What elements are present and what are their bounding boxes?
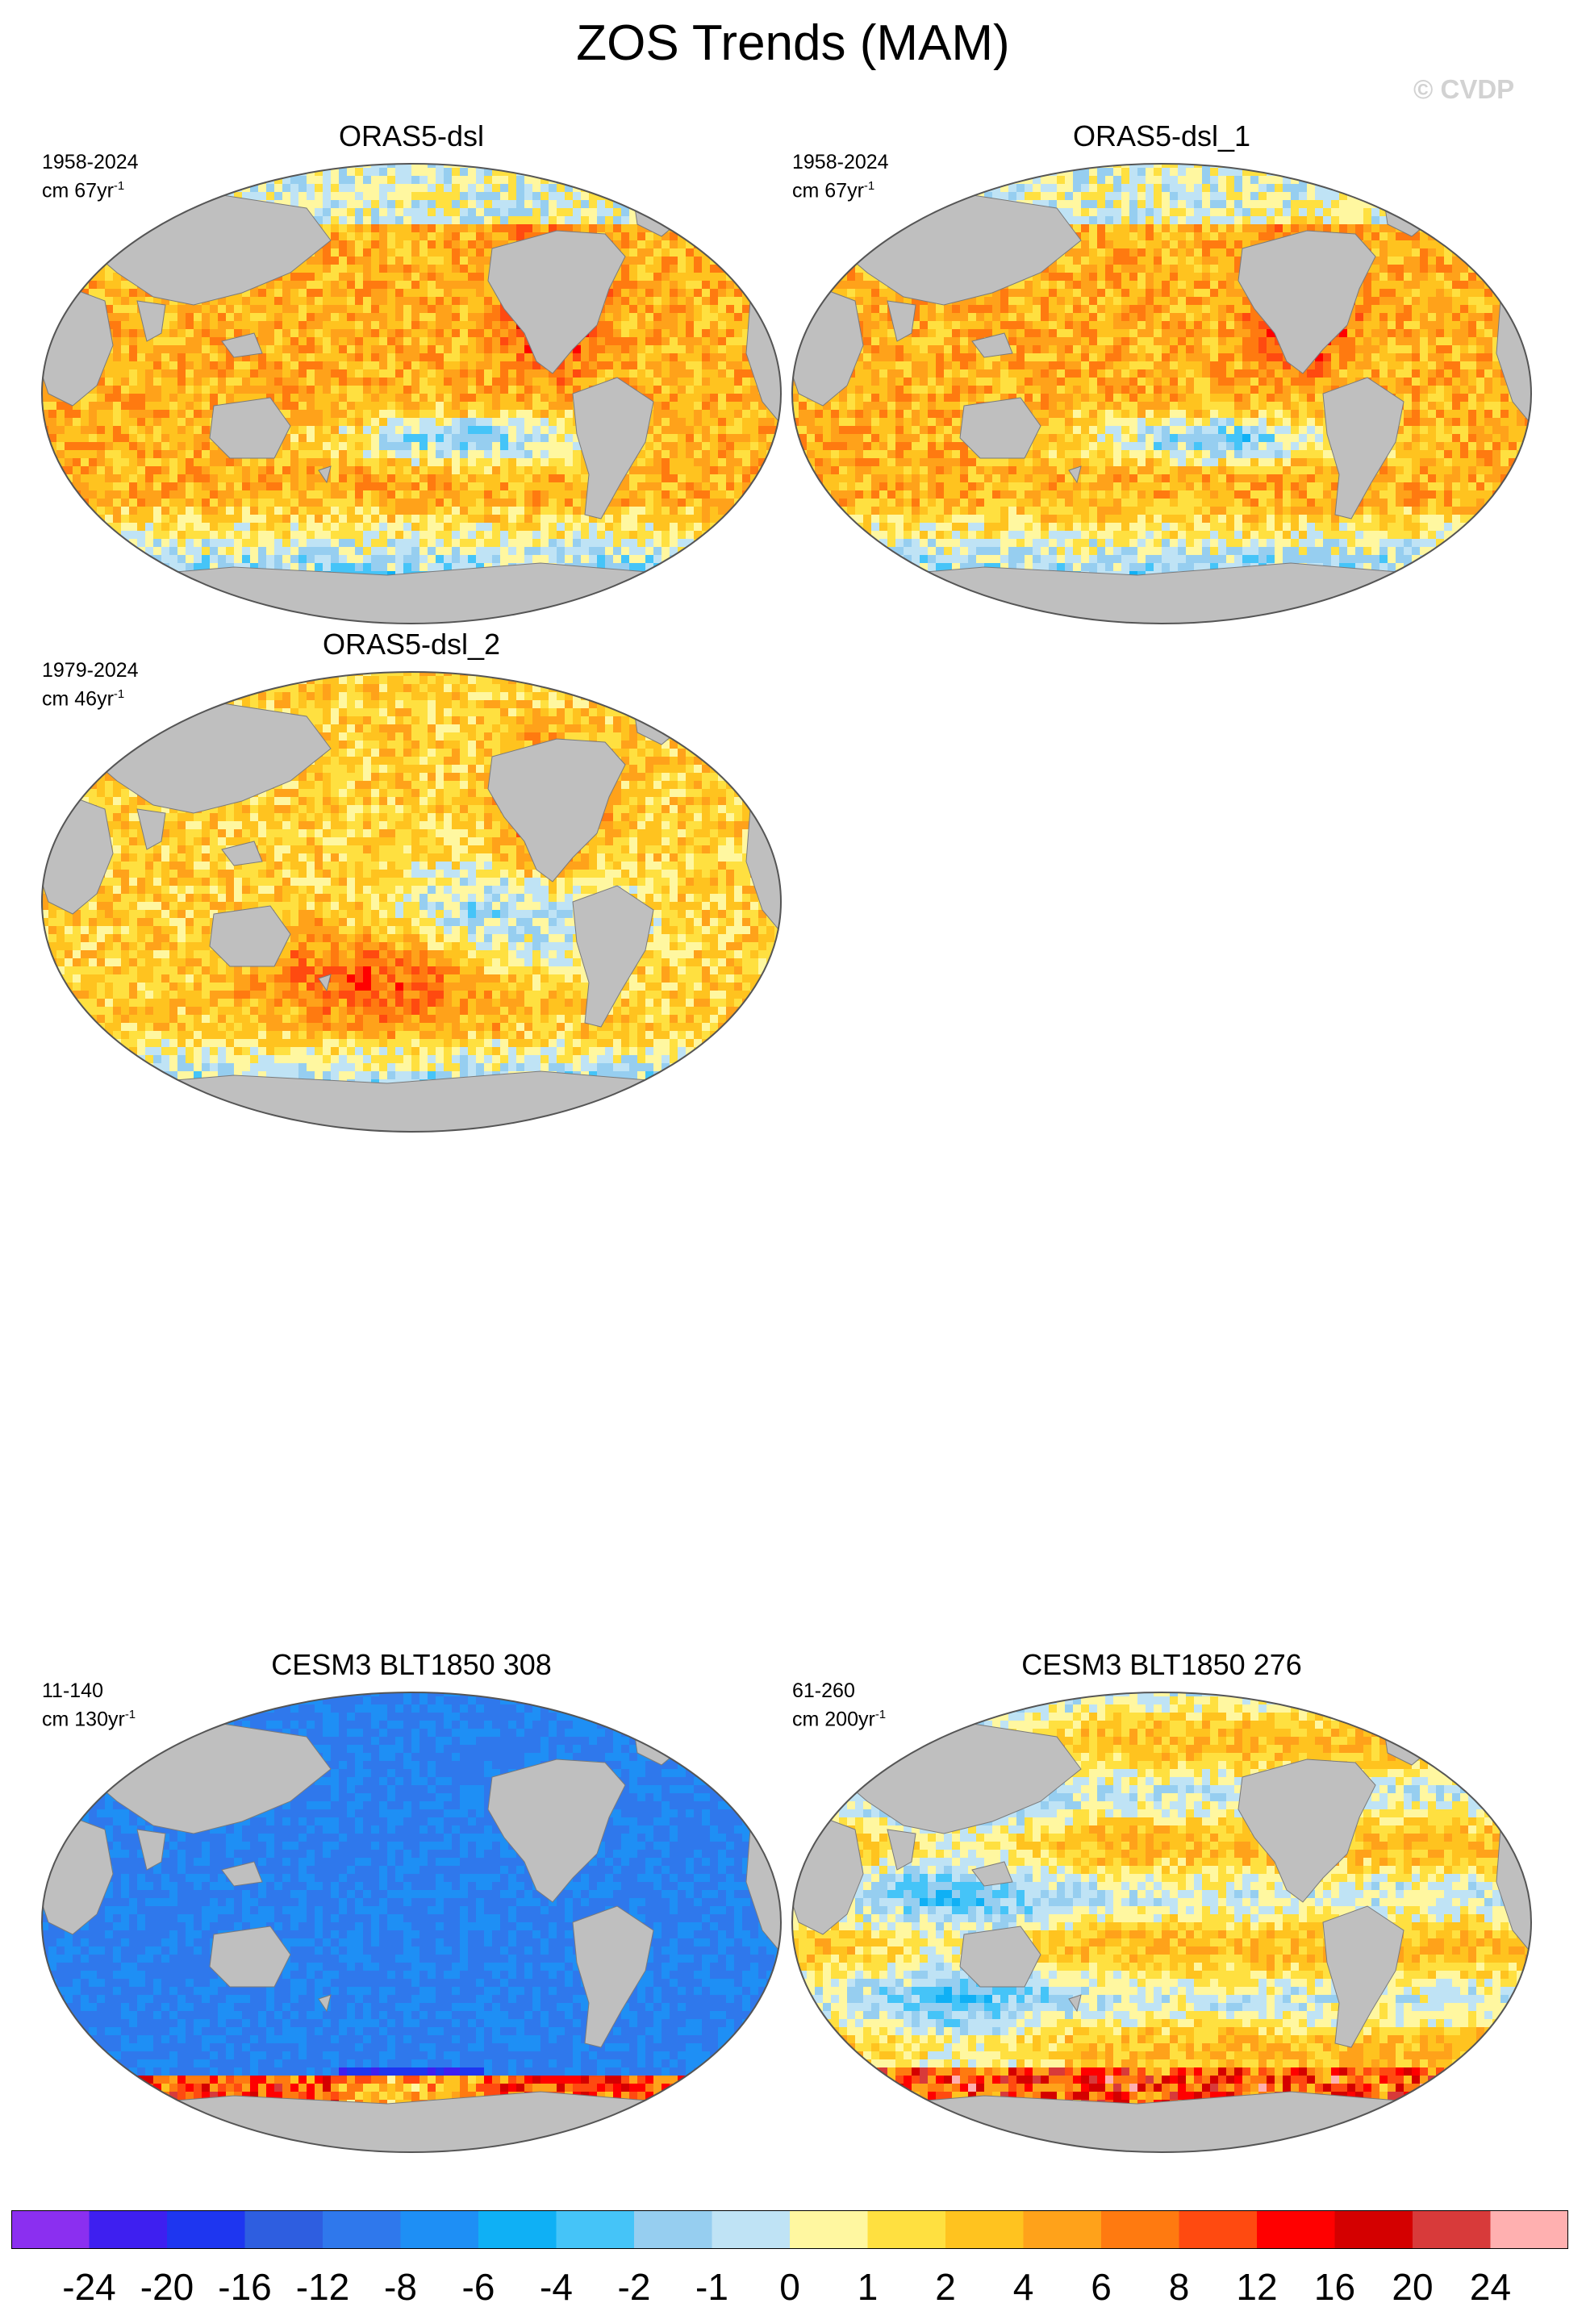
colorbar-tick-label: 4 — [1013, 2265, 1034, 2309]
panel-period-units: 61-260 cm 200yr-1 — [792, 1679, 886, 1731]
colorbar-swatch — [323, 2210, 401, 2249]
map-boundary — [41, 1692, 782, 2153]
colorbar-tick-label: -8 — [384, 2265, 417, 2309]
colorbar-swatch — [945, 2210, 1024, 2249]
panel-units: cm 200yr-1 — [792, 1703, 886, 1731]
map-panel-oras5-dsl: ORAS5-dsl 1958-2024 cm 67yr-1 — [40, 119, 783, 624]
map-boundary — [791, 1692, 1532, 2153]
colorbar-tick-label: -20 — [140, 2265, 194, 2309]
map-panel-oras5-dsl-1: ORAS5-dsl_1 1958-2024 cm 67yr-1 — [791, 119, 1533, 624]
map-panel-oras5-dsl-2: ORAS5-dsl_2 1979-2024 cm 46yr-1 — [40, 628, 783, 1133]
colorbar-tick-label: -12 — [296, 2265, 349, 2309]
colorbar-swatch — [244, 2210, 323, 2249]
panel-period: 61-260 — [792, 1679, 886, 1703]
world-map — [41, 1692, 782, 2153]
world-map — [791, 163, 1532, 624]
panel-period-units: 1979-2024 cm 46yr-1 — [42, 658, 139, 711]
map-boundary — [41, 671, 782, 1133]
cvdp-watermark: © CVDP — [1413, 74, 1514, 105]
world-map — [41, 671, 782, 1133]
map-panel-cesm3-blt1850-276: CESM3 BLT1850 276 61-260 cm 200yr-1 — [791, 1648, 1533, 2153]
colorbar-tick-label: 6 — [1091, 2265, 1112, 2309]
colorbar-tick-label: 2 — [935, 2265, 956, 2309]
panel-period: 1958-2024 — [42, 150, 139, 174]
colorbar-swatch — [790, 2210, 868, 2249]
colorbar-swatch — [1334, 2210, 1413, 2249]
colorbar-swatch — [11, 2210, 90, 2249]
colorbar-swatch — [478, 2210, 557, 2249]
world-map — [41, 163, 782, 624]
colorbar-swatch — [167, 2210, 245, 2249]
colorbar-swatch — [712, 2210, 790, 2249]
colorbar-swatch — [89, 2210, 167, 2249]
panel-units: cm 46yr-1 — [42, 682, 139, 711]
colorbar-tick-label: 16 — [1314, 2265, 1355, 2309]
panel-period-units: 1958-2024 cm 67yr-1 — [42, 150, 139, 202]
colorbar-swatch — [1257, 2210, 1335, 2249]
colorbar-swatch — [634, 2210, 712, 2249]
colorbar-tick-label: -2 — [618, 2265, 651, 2309]
colorbar-tick-label: 12 — [1236, 2265, 1277, 2309]
colorbar-tick-label: -6 — [462, 2265, 495, 2309]
map-boundary — [791, 163, 1532, 624]
panel-units: cm 67yr-1 — [792, 174, 889, 202]
colorbar-tick-label: -4 — [540, 2265, 573, 2309]
panel-period: 1958-2024 — [792, 150, 889, 174]
colorbar-tick-label: -1 — [695, 2265, 728, 2309]
panel-period-units: 11-140 cm 130yr-1 — [42, 1679, 136, 1731]
panel-title: CESM3 BLT1850 308 — [40, 1648, 783, 1682]
colorbar-tick-label: 20 — [1392, 2265, 1433, 2309]
colorbar-swatch — [867, 2210, 945, 2249]
panel-period: 1979-2024 — [42, 658, 139, 682]
panel-units: cm 130yr-1 — [42, 1703, 136, 1731]
figure-title: ZOS Trends (MAM) — [0, 15, 1586, 72]
colorbar-tick-label: -24 — [62, 2265, 115, 2309]
map-boundary — [41, 163, 782, 624]
world-map — [791, 1692, 1532, 2153]
panel-period-units: 1958-2024 cm 67yr-1 — [792, 150, 889, 202]
colorbar — [11, 2210, 1568, 2249]
colorbar-swatch — [400, 2210, 478, 2249]
colorbar-tick-label: -16 — [218, 2265, 271, 2309]
panel-title: ORAS5-dsl_2 — [40, 628, 783, 661]
colorbar-swatch — [1490, 2210, 1568, 2249]
colorbar-tick-label: 0 — [779, 2265, 800, 2309]
map-panel-cesm3-blt1850-308: CESM3 BLT1850 308 11-140 cm 130yr-1 — [40, 1648, 783, 2153]
colorbar-swatch — [1413, 2210, 1491, 2249]
colorbar-swatch — [1101, 2210, 1179, 2249]
colorbar-swatch — [1023, 2210, 1101, 2249]
colorbar-swatch — [1179, 2210, 1257, 2249]
panel-units: cm 67yr-1 — [42, 174, 139, 202]
panel-title: ORAS5-dsl_1 — [791, 119, 1533, 153]
panel-title: ORAS5-dsl — [40, 119, 783, 153]
colorbar-tick-label: 24 — [1470, 2265, 1511, 2309]
panel-title: CESM3 BLT1850 276 — [791, 1648, 1533, 1682]
colorbar-tick-label: 8 — [1169, 2265, 1190, 2309]
panel-period: 11-140 — [42, 1679, 136, 1703]
colorbar-tick-label: 1 — [858, 2265, 879, 2309]
colorbar-labels: -24 -20 -16 -12 -8 -6 -4 -2 -1 0 1 2 4 6 8 12 16 20 24 — [11, 2265, 1568, 2314]
colorbar-swatch — [556, 2210, 634, 2249]
